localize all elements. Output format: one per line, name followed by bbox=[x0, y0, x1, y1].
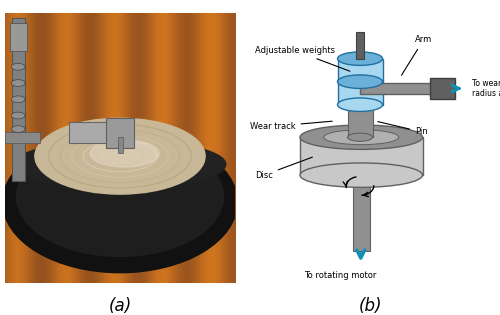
Text: Adjustable weights: Adjustable weights bbox=[255, 46, 350, 71]
Ellipse shape bbox=[11, 63, 25, 70]
Text: Arm: Arm bbox=[402, 35, 432, 75]
FancyBboxPatch shape bbox=[356, 32, 364, 59]
Ellipse shape bbox=[338, 75, 382, 89]
Text: Wear track: Wear track bbox=[250, 121, 332, 131]
Text: To rotating motor: To rotating motor bbox=[304, 271, 376, 280]
Ellipse shape bbox=[348, 101, 372, 109]
Ellipse shape bbox=[11, 80, 25, 86]
Ellipse shape bbox=[11, 112, 25, 119]
Text: Disc: Disc bbox=[255, 157, 312, 180]
Text: (a): (a) bbox=[108, 297, 132, 315]
FancyBboxPatch shape bbox=[5, 132, 40, 143]
Ellipse shape bbox=[35, 118, 205, 194]
Text: Pin: Pin bbox=[378, 122, 428, 136]
Ellipse shape bbox=[16, 137, 224, 256]
Text: (b): (b) bbox=[358, 297, 382, 315]
Ellipse shape bbox=[324, 130, 399, 145]
FancyBboxPatch shape bbox=[338, 59, 382, 105]
FancyBboxPatch shape bbox=[70, 122, 120, 143]
Ellipse shape bbox=[2, 132, 238, 273]
FancyBboxPatch shape bbox=[430, 77, 455, 99]
FancyBboxPatch shape bbox=[348, 105, 372, 137]
FancyBboxPatch shape bbox=[12, 18, 24, 180]
FancyBboxPatch shape bbox=[352, 56, 370, 251]
Text: To wear track
radius adjustment: To wear track radius adjustment bbox=[472, 79, 500, 98]
Ellipse shape bbox=[300, 163, 422, 187]
FancyBboxPatch shape bbox=[10, 23, 27, 50]
Ellipse shape bbox=[11, 96, 25, 103]
Ellipse shape bbox=[300, 125, 422, 149]
FancyBboxPatch shape bbox=[118, 137, 124, 153]
Ellipse shape bbox=[11, 126, 25, 133]
FancyBboxPatch shape bbox=[300, 137, 422, 175]
Ellipse shape bbox=[338, 98, 382, 112]
FancyBboxPatch shape bbox=[106, 118, 134, 148]
Ellipse shape bbox=[338, 52, 382, 66]
FancyBboxPatch shape bbox=[360, 83, 440, 94]
Ellipse shape bbox=[90, 140, 159, 167]
Ellipse shape bbox=[348, 133, 372, 141]
Ellipse shape bbox=[14, 140, 226, 189]
